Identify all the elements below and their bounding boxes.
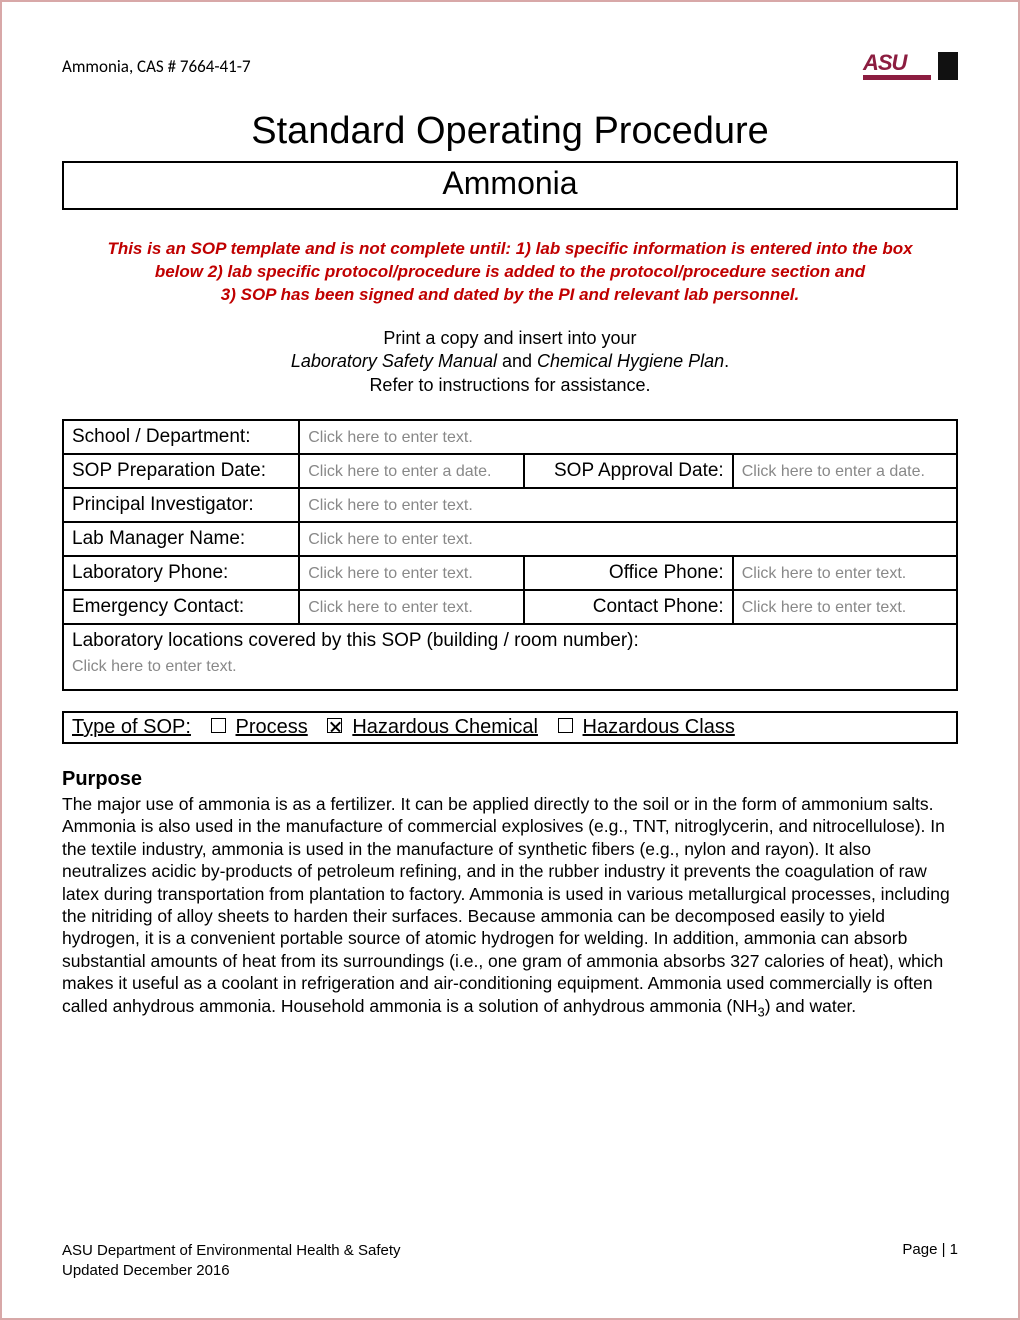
pi-placeholder: Click here to enter text.: [308, 497, 473, 514]
prep-date-placeholder: Click here to enter a date.: [308, 463, 491, 480]
document-page: Ammonia, CAS # 7664-41-7 ASU Standard Op…: [0, 0, 1020, 1320]
pi-field[interactable]: Click here to enter text.: [299, 488, 957, 522]
purpose-subscript: 3: [758, 1004, 765, 1019]
instruction-period: .: [724, 351, 729, 371]
logo-stripe: [938, 52, 958, 80]
emergency-placeholder: Click here to enter text.: [308, 599, 473, 616]
sop-type-table: Type of SOP: Process Hazardous Chemical …: [62, 711, 958, 744]
contactphone-field[interactable]: Click here to enter text.: [733, 590, 957, 624]
hazchem-checkbox[interactable]: [327, 718, 342, 733]
purpose-heading: Purpose: [62, 768, 958, 791]
template-warning: This is an SOP template and is not compl…: [72, 238, 948, 307]
approval-date-label: SOP Approval Date:: [524, 454, 733, 488]
process-checkbox[interactable]: [211, 718, 226, 733]
instruction-manual-2: Chemical Hygiene Plan: [537, 351, 724, 371]
warning-line-3: 3) SOP has been signed and dated by the …: [221, 285, 799, 304]
sop-type-row: Type of SOP: Process Hazardous Chemical …: [63, 712, 957, 743]
labmgr-label: Lab Manager Name:: [63, 522, 299, 556]
prep-date-field[interactable]: Click here to enter a date.: [299, 454, 523, 488]
locations-cell[interactable]: Laboratory locations covered by this SOP…: [63, 624, 957, 690]
prep-date-label: SOP Preparation Date:: [63, 454, 299, 488]
officephone-placeholder: Click here to enter text.: [742, 565, 907, 582]
cas-number-text: Ammonia, CAS # 7664-41-7: [62, 56, 251, 77]
pi-label: Principal Investigator:: [63, 488, 299, 522]
officephone-field[interactable]: Click here to enter text.: [733, 556, 957, 590]
approval-date-field[interactable]: Click here to enter a date.: [733, 454, 957, 488]
instruction-block: Print a copy and insert into your Labora…: [62, 327, 958, 397]
purpose-body: The major use of ammonia is as a fertili…: [62, 793, 958, 1021]
page-footer: ASU Department of Environmental Health &…: [62, 1241, 958, 1280]
instruction-line-1: Print a copy and insert into your: [383, 328, 636, 348]
logo-underline: [863, 75, 931, 80]
emergency-label: Emergency Contact:: [63, 590, 299, 624]
labphone-label: Laboratory Phone:: [63, 556, 299, 590]
chemical-name-box: Ammonia: [62, 161, 958, 210]
emergency-field[interactable]: Click here to enter text.: [299, 590, 523, 624]
page-header: Ammonia, CAS # 7664-41-7 ASU: [62, 52, 958, 80]
school-label: School / Department:: [63, 420, 299, 454]
instruction-line-3: Refer to instructions for assistance.: [369, 375, 650, 395]
labmgr-placeholder: Click here to enter text.: [308, 531, 473, 548]
locations-label: Laboratory locations covered by this SOP…: [72, 630, 639, 651]
hazclass-checkbox[interactable]: [558, 718, 573, 733]
school-placeholder: Click here to enter text.: [308, 429, 473, 446]
footer-updated: Updated December 2016: [62, 1262, 230, 1279]
labphone-field[interactable]: Click here to enter text.: [299, 556, 523, 590]
asu-logo: ASU: [863, 52, 958, 80]
purpose-text-post: ) and water.: [765, 996, 856, 1016]
instruction-manual-1: Laboratory Safety Manual: [291, 351, 497, 371]
footer-org: ASU Department of Environmental Health &…: [62, 1242, 401, 1259]
main-title: Standard Operating Procedure: [62, 110, 958, 153]
purpose-text-pre: The major use of ammonia is as a fertili…: [62, 794, 950, 1016]
hazchem-option: Hazardous Chemical: [352, 716, 538, 738]
sop-type-label: Type of SOP:: [72, 716, 191, 738]
contactphone-placeholder: Click here to enter text.: [742, 599, 907, 616]
labphone-placeholder: Click here to enter text.: [308, 565, 473, 582]
warning-line-2: below 2) lab specific protocol/procedure…: [155, 262, 865, 281]
footer-left: ASU Department of Environmental Health &…: [62, 1241, 401, 1280]
logo-text: ASU: [863, 50, 906, 76]
info-form-table: School / Department: Click here to enter…: [62, 419, 958, 691]
footer-page-number: Page | 1: [902, 1241, 958, 1280]
approval-date-placeholder: Click here to enter a date.: [742, 463, 925, 480]
locations-placeholder: Click here to enter text.: [72, 652, 948, 684]
hazclass-option: Hazardous Class: [583, 716, 735, 738]
labmgr-field[interactable]: Click here to enter text.: [299, 522, 957, 556]
school-field[interactable]: Click here to enter text.: [299, 420, 957, 454]
instruction-and: and: [497, 351, 537, 371]
officephone-label: Office Phone:: [524, 556, 733, 590]
process-option: Process: [236, 716, 308, 738]
contactphone-label: Contact Phone:: [524, 590, 733, 624]
warning-line-1: This is an SOP template and is not compl…: [107, 239, 912, 258]
